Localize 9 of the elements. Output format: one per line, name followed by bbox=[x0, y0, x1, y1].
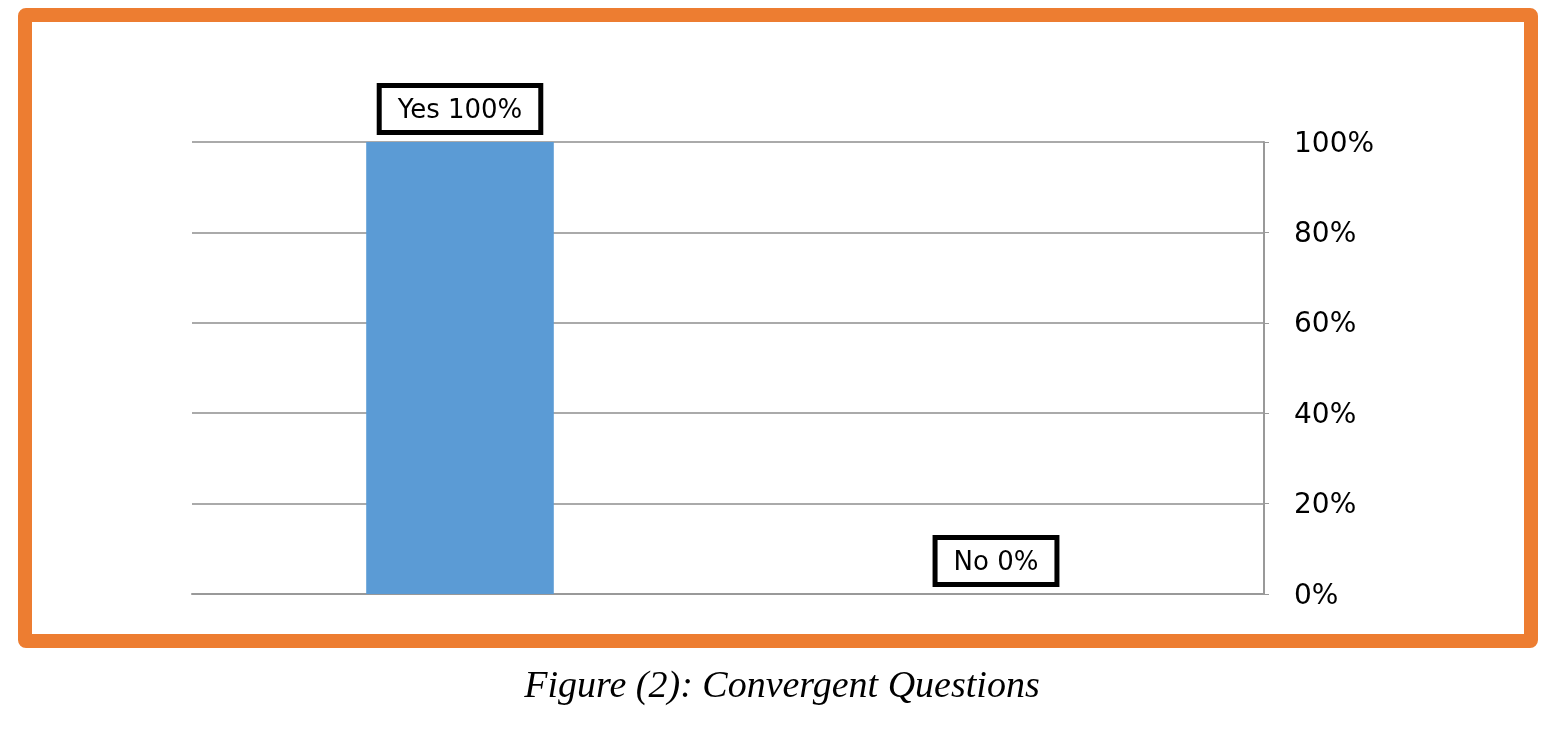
data-label: Yes 100% bbox=[396, 94, 523, 124]
y-tick-label: 20% bbox=[1294, 487, 1357, 521]
data-label: No 0% bbox=[953, 546, 1039, 576]
y-tick-label: 40% bbox=[1294, 396, 1357, 430]
y-tick-label: 100% bbox=[1294, 125, 1375, 159]
y-tick-label: 0% bbox=[1294, 577, 1339, 611]
y-tick-label: 80% bbox=[1294, 215, 1357, 249]
y-tick-label: 60% bbox=[1294, 306, 1357, 340]
text: Figure (2): Convergent Questions bbox=[523, 662, 1041, 706]
